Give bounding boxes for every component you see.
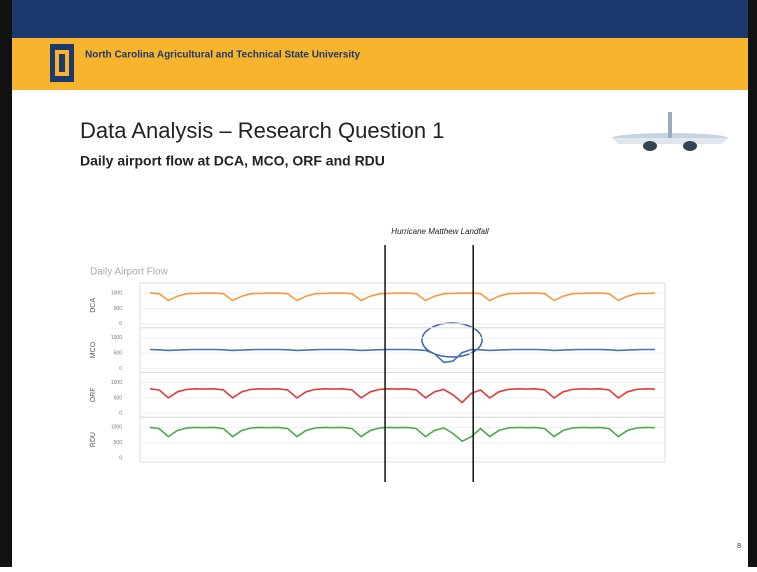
slide-subtitle: Daily airport flow at DCA, MCO, ORF and … bbox=[80, 153, 385, 169]
chart-title: Daily Airport Flow bbox=[90, 267, 169, 278]
y-tick-label: 500 bbox=[114, 440, 123, 446]
series-line bbox=[149, 426, 656, 443]
panel-label: RDU bbox=[90, 432, 97, 447]
chart: Daily Airport Flow Hurricane Matthew Lan… bbox=[90, 227, 666, 482]
y-tick-label: 0 bbox=[119, 411, 122, 417]
y-tick-label: 500 bbox=[114, 395, 123, 401]
y-tick-label: 1000 bbox=[111, 380, 122, 386]
header-band bbox=[0, 38, 757, 90]
panel-label: MCO bbox=[90, 341, 97, 358]
page-number: 8 bbox=[737, 543, 741, 550]
y-tick-label: 1000 bbox=[111, 335, 122, 341]
airplane-icon bbox=[612, 112, 728, 151]
right-border bbox=[748, 0, 757, 567]
y-tick-label: 500 bbox=[114, 351, 123, 357]
series-line bbox=[149, 387, 656, 404]
y-tick-label: 0 bbox=[119, 455, 122, 461]
panel-label: DCA bbox=[90, 298, 97, 313]
series-line bbox=[149, 292, 656, 302]
annotation: Hurricane Matthew Landfall bbox=[391, 227, 489, 236]
highlight-circle bbox=[421, 322, 483, 358]
top-bar bbox=[0, 0, 757, 38]
series-line bbox=[149, 348, 655, 364]
logo bbox=[50, 44, 74, 82]
y-tick-label: 500 bbox=[114, 306, 123, 312]
y-tick-label: 0 bbox=[119, 321, 122, 327]
panel-label: ORF bbox=[90, 387, 97, 402]
y-tick-label: 1000 bbox=[111, 290, 122, 296]
university-name: North Carolina Agricultural and Technica… bbox=[85, 50, 360, 61]
y-tick-label: 1000 bbox=[111, 425, 122, 431]
left-border bbox=[0, 0, 12, 567]
slide-title: Data Analysis – Research Question 1 bbox=[80, 118, 444, 143]
panel bbox=[139, 416, 666, 463]
y-tick-label: 0 bbox=[119, 366, 122, 372]
